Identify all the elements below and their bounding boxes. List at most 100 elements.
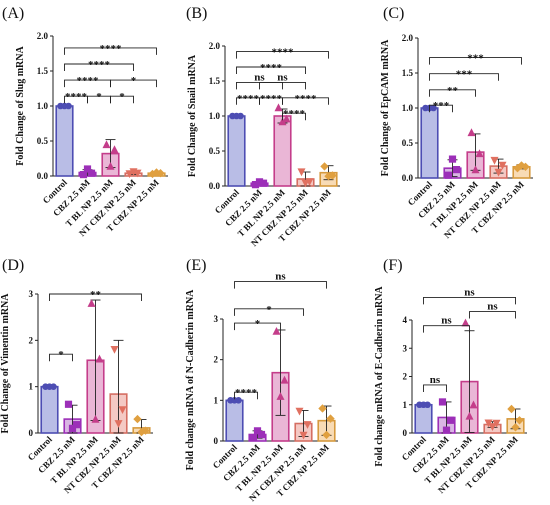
y-tick-label: 1.0: [402, 103, 414, 113]
significance-bracket: [282, 97, 329, 105]
data-point: [438, 398, 447, 406]
data-point: [87, 169, 96, 177]
panel-letter: (E): [186, 257, 206, 274]
significance-bracket: [110, 79, 157, 88]
bar-0: [420, 107, 439, 179]
data-point: [118, 406, 127, 415]
significance-bracket: [64, 47, 157, 55]
data-point: [452, 166, 461, 174]
data-point: [297, 168, 306, 177]
data-point: [110, 346, 119, 354]
bar-0: [227, 115, 246, 187]
data-point: [274, 103, 283, 112]
data-point: [137, 427, 146, 437]
significance-label: ****: [260, 93, 283, 105]
significance-label: ****: [77, 75, 100, 87]
y-tick-label: 2: [403, 372, 408, 382]
y-axis-label: Fold Change of Vimentin mRNA: [0, 293, 11, 434]
y-tick-label: 4: [403, 315, 408, 325]
data-point: [141, 426, 150, 435]
data-point: [114, 420, 123, 428]
data-point: [322, 430, 331, 440]
chart-panel-5: (F) Fold change mRNA of E-Cadherin mRNA 0 1…: [374, 257, 527, 495]
y-tick-label: 1: [403, 400, 408, 410]
significance-label: *: [119, 91, 125, 103]
significance-label: *: [131, 75, 137, 87]
y-tick-label: 2: [214, 355, 219, 365]
data-point: [125, 170, 134, 179]
data-point: [467, 128, 476, 137]
y-tick-label: 1.0: [209, 111, 221, 121]
data-point: [235, 397, 242, 404]
chart-panel-3: (D)Fold Change of Vimentin mRNA 0123Contr…: [0, 257, 153, 495]
panel-letter: (D): [2, 257, 24, 274]
data-point: [424, 401, 431, 409]
y-axis-label: Fold change mRNA of N-Cadherin mRNA: [185, 289, 196, 471]
significance-bracket: [423, 325, 470, 333]
data-point: [318, 404, 327, 413]
data-point: [95, 354, 104, 363]
data-point: [133, 169, 142, 178]
data-point: [320, 162, 329, 171]
significance-bracket: [429, 104, 453, 113]
significance-bracket: [234, 281, 327, 289]
significance-label: ns: [441, 315, 452, 327]
significance-label: **: [90, 289, 102, 301]
data-point: [87, 299, 96, 307]
y-tick-label: 0: [214, 436, 219, 446]
significance-label: ****: [235, 387, 258, 399]
panel-letter: (A): [2, 5, 24, 22]
data-point: [488, 423, 497, 431]
y-tick-label: 0: [29, 428, 34, 438]
data-point: [490, 156, 499, 165]
data-point: [461, 318, 470, 327]
y-tick-label: 2.0: [37, 31, 49, 41]
significance-label: ****: [88, 59, 111, 71]
data-point: [328, 171, 337, 180]
y-tick-label: 1.5: [402, 68, 414, 78]
data-point: [106, 162, 115, 170]
data-point: [305, 178, 314, 186]
data-point: [448, 155, 457, 163]
significance-bracket: [49, 353, 73, 362]
significance-bracket: [49, 293, 142, 301]
data-point: [91, 414, 100, 423]
data-point: [498, 161, 507, 170]
data-point: [521, 162, 530, 171]
y-tick-label: 1.0: [37, 101, 49, 111]
data-point: [484, 419, 493, 428]
data-point: [65, 102, 72, 110]
significance-label: ****: [260, 62, 283, 74]
significance-label: ****: [295, 93, 318, 105]
chart-panel-0: (A) Fold Change of Slug mRNA 0.0 0.5 1.0 1.5 2…: [2, 5, 168, 238]
panel-letter: (F): [383, 257, 403, 274]
y-axis-label: Fold Change of Slug mRNA: [15, 45, 26, 165]
significance-label: ****: [272, 47, 295, 59]
y-axis-label: Fold Change of EpCAM mRNA: [380, 39, 391, 176]
data-point: [102, 140, 111, 149]
significance-label: *: [96, 91, 102, 103]
data-point: [110, 145, 119, 153]
data-point: [278, 117, 287, 126]
y-tick-label: 2.0: [402, 33, 414, 43]
significance-label: *: [266, 304, 272, 316]
data-point: [64, 400, 73, 408]
significance-label: ****: [237, 93, 260, 105]
y-tick-label: 0.0: [37, 171, 49, 181]
y-tick-label: 2: [29, 335, 34, 345]
y-axis-label: Fold Change of Snail mRNA: [187, 54, 198, 177]
y-tick-label: 3: [214, 314, 219, 324]
significance-bracket: [429, 57, 522, 65]
data-point: [299, 431, 308, 440]
significance-label: ns: [464, 286, 475, 298]
y-tick-label: 0.0: [402, 173, 414, 183]
y-tick-label: 0.5: [402, 138, 414, 148]
data-point: [507, 404, 516, 414]
significance-label: ns: [277, 71, 288, 83]
data-point: [511, 423, 520, 432]
y-tick-label: 0.5: [37, 136, 49, 146]
significance-label: ***: [467, 53, 484, 65]
significance-bracket: [236, 66, 306, 74]
data-point: [492, 419, 501, 428]
significance-label: *: [58, 349, 64, 361]
